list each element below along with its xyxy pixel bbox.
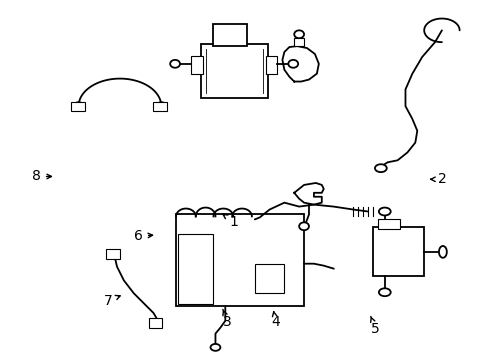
Text: 5: 5 [370,316,379,336]
Ellipse shape [170,60,180,68]
Text: 4: 4 [271,312,280,329]
Ellipse shape [156,102,166,110]
Bar [190,56,202,74]
Ellipse shape [438,246,446,258]
Bar [200,44,267,98]
Bar [148,318,162,328]
Ellipse shape [378,288,390,296]
Bar [71,102,84,111]
Text: 2: 2 [430,172,446,186]
Polygon shape [294,183,323,204]
Bar [212,24,246,46]
Text: 7: 7 [104,293,120,307]
Ellipse shape [299,222,308,230]
Bar [377,219,399,229]
Text: 1: 1 [223,214,238,229]
Ellipse shape [74,102,83,110]
Polygon shape [282,46,318,82]
Ellipse shape [374,164,386,172]
Ellipse shape [109,250,119,258]
Ellipse shape [294,30,304,38]
Ellipse shape [210,344,220,351]
Bar [294,38,304,46]
Bar [178,234,212,304]
Ellipse shape [151,319,161,327]
Bar [265,56,277,74]
Text: 8: 8 [32,170,51,184]
Text: 6: 6 [134,229,152,243]
Ellipse shape [378,208,390,215]
Ellipse shape [288,60,298,68]
Bar [176,215,304,306]
Bar [372,227,423,276]
Text: 3: 3 [223,309,231,329]
Bar [106,249,120,259]
Bar [153,102,167,111]
Bar [254,264,284,293]
